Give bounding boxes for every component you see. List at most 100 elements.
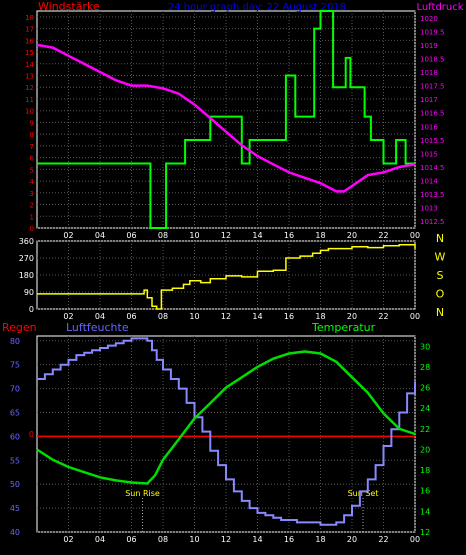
direction-tick-label: 90 (24, 288, 34, 297)
panel3-grid (37, 336, 416, 533)
x-tick-label: 04 (95, 312, 105, 321)
x-tick-label: 00 (410, 535, 420, 544)
direction-tick-label: 270 (19, 254, 34, 263)
x-tick-label: 10 (189, 535, 199, 544)
compass-label: N (436, 306, 444, 319)
sun-marker-label: Sun Set (348, 489, 379, 498)
temperature-tick-label: 28 (420, 363, 430, 372)
wind-tick-label: 4 (30, 178, 35, 186)
wind-tick-label: 14 (25, 61, 34, 69)
temperature-tick-label: 30 (420, 342, 430, 351)
wind-tick-label: 3 (30, 190, 34, 198)
humidity-axis-title: Luftfeuchte (66, 321, 129, 334)
humidity-tick-label: 75 (10, 361, 20, 370)
x-tick-label: 12 (221, 231, 231, 240)
wind-tick-label: 1 (30, 213, 34, 221)
pressure-tick-label: 1016 (420, 123, 438, 131)
wind-tick-label: 17 (25, 26, 34, 34)
pressure-tick-label: 1017 (420, 96, 438, 104)
pressure-tick-label: 1014.5 (420, 164, 445, 172)
x-tick-label: 06 (126, 535, 136, 544)
x-tick-label: 02 (63, 231, 73, 240)
x-tick-label: 22 (378, 312, 388, 321)
temperature-tick-label: 14 (420, 507, 430, 516)
pressure-tick-label: 1014 (420, 178, 438, 186)
wind-tick-label: 13 (25, 73, 34, 81)
x-tick-label: 22 (378, 231, 388, 240)
temperature-tick-label: 18 (420, 466, 430, 475)
pressure-tick-label: 1020 (420, 15, 438, 23)
panel3-x-tick-labels: 02 04 06 08 10 12 14 16 18 20 22 00 (63, 535, 420, 544)
x-tick-label: 00 (410, 312, 420, 321)
wind-tick-label: 11 (25, 96, 34, 104)
x-tick-label: 10 (189, 312, 199, 321)
panel3-series (36, 337, 416, 526)
x-tick-label: 08 (158, 231, 168, 240)
pressure-tick-label: 1013 (420, 205, 438, 213)
x-tick-label: 04 (95, 231, 105, 240)
x-tick-label: 14 (252, 535, 262, 544)
pressure-tick-label: 1018.5 (420, 55, 445, 63)
direction-tick-label: 360 (19, 237, 34, 246)
wind-tick-label: 5 (30, 166, 34, 174)
pressure-axis-title: Luftdruck (416, 2, 463, 13)
x-tick-label: 12 (221, 535, 231, 544)
panel1-series (36, 10, 416, 229)
x-tick-label: 14 (252, 312, 262, 321)
rain-zero-tick: 0 (29, 430, 34, 439)
chart-title: 24 hour graph day: 22 August 2018 (168, 2, 346, 13)
pressure-tick-label: 1015 (420, 150, 438, 158)
x-tick-label: 14 (252, 231, 262, 240)
x-tick-label: 00 (410, 231, 420, 240)
x-tick-label: 16 (284, 312, 294, 321)
humidity-tick-labels: 40 45 50 55 60 65 70 75 80 (10, 337, 20, 537)
x-tick-label: 20 (347, 312, 357, 321)
direction-tick-label: 0 (29, 305, 34, 314)
panel2-series (37, 244, 416, 310)
temperature-tick-label: 20 (420, 445, 430, 454)
wind-axis-title: Windstärke (38, 0, 100, 13)
pressure-tick-label: 1017.5 (420, 83, 445, 91)
pressure-tick-label: 1013.5 (420, 191, 445, 199)
x-tick-label: 08 (158, 535, 168, 544)
x-tick-label: 20 (347, 535, 357, 544)
x-tick-label: 04 (95, 535, 105, 544)
compass-label: O (436, 288, 445, 301)
humidity-tick-label: 40 (10, 528, 20, 537)
wind-tick-label: 15 (25, 49, 34, 57)
pressure-tick-label: 1019 (420, 42, 438, 50)
wind-tick-label: 9 (30, 119, 34, 127)
x-tick-label: 16 (284, 231, 294, 240)
wind-tick-label: 16 (25, 37, 34, 45)
wind-speed-line (37, 10, 415, 229)
compass-label: S (437, 269, 444, 282)
compass-label: N (436, 232, 444, 245)
temperature-tick-label: 24 (420, 404, 430, 413)
x-tick-label: 18 (315, 231, 325, 240)
wind-tick-label: 0 (30, 225, 34, 233)
x-tick-label: 22 (378, 535, 388, 544)
temperature-tick-label: 12 (420, 528, 430, 537)
humidity-tick-label: 55 (10, 456, 20, 465)
direction-tick-labels: 0 90 180 270 360 (19, 237, 34, 314)
temperature-line (36, 350, 416, 485)
temperature-tick-label: 16 (420, 487, 430, 496)
humidity-tick-label: 65 (10, 408, 20, 417)
humidity-tick-label: 80 (10, 337, 20, 346)
x-tick-label: 18 (315, 535, 325, 544)
x-tick-label: 02 (63, 312, 73, 321)
temperature-axis-title: Temperatur (311, 321, 376, 334)
panel1-grid (37, 11, 416, 229)
temperature-tick-label: 26 (420, 384, 430, 393)
pressure-tick-label: 1016.5 (420, 110, 445, 118)
humidity-line (37, 337, 416, 526)
sun-marker-label: Sun Rise (125, 489, 160, 498)
wind-tick-label: 8 (30, 131, 34, 139)
wind-tick-label: 18 (25, 14, 34, 22)
panel-wind-pressure: Windstärke 24 hour graph day: 22 August … (25, 0, 464, 240)
wind-tick-label: 2 (30, 202, 34, 210)
